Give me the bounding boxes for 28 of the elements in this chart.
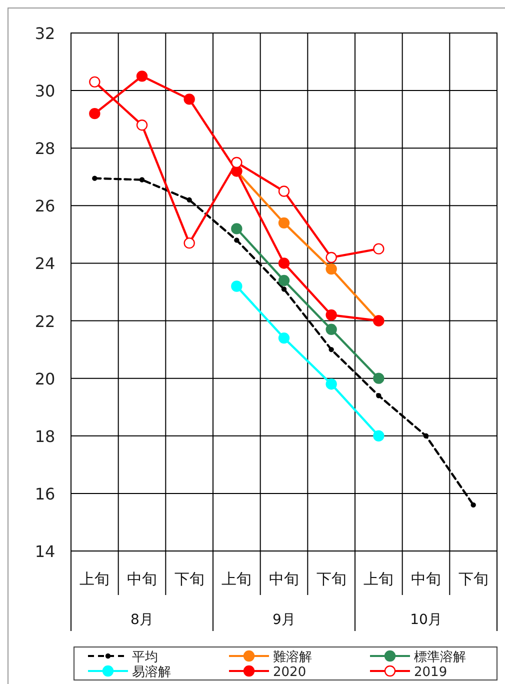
y-tick-label: 26 (34, 196, 56, 216)
x-tick-label: 上旬 (222, 570, 252, 588)
text: 10月 (410, 612, 442, 628)
text: 8月 (130, 612, 154, 628)
y-tick-label: 30 (34, 82, 56, 101)
x-tick-label: 下旬 (458, 570, 488, 588)
legend-label: 難溶解 (273, 649, 312, 665)
x-tick-label: 上旬 (364, 570, 394, 588)
text: 9月 (272, 612, 296, 628)
x-tick-label: 下旬 (174, 570, 204, 588)
x-tick-label: 下旬 (316, 570, 346, 588)
y-tick-label: 24 (34, 254, 56, 274)
legend-label: 易溶解 (132, 664, 171, 680)
legend-label: 平均 (132, 650, 158, 665)
x-tick-label: 中旬 (127, 570, 157, 588)
legend-label: 2020 (273, 665, 306, 680)
legend-label: 2019 (414, 665, 448, 680)
y-tick-label: 32 (34, 24, 56, 43)
legend-label: 標準溶解 (414, 649, 466, 665)
y-tick-label: 28 (34, 139, 56, 158)
y-tick-label: 22 (34, 312, 56, 331)
x-tick-label: 上旬 (80, 570, 110, 588)
x-tick-label: 中旬 (411, 570, 441, 588)
y-tick-label: 16 (34, 484, 56, 504)
y-tick-label: 18 (34, 426, 56, 446)
y-tick-label: 20 (34, 369, 56, 388)
x-tick-label: 中旬 (269, 570, 299, 588)
y-tick-label: 14 (34, 542, 56, 561)
